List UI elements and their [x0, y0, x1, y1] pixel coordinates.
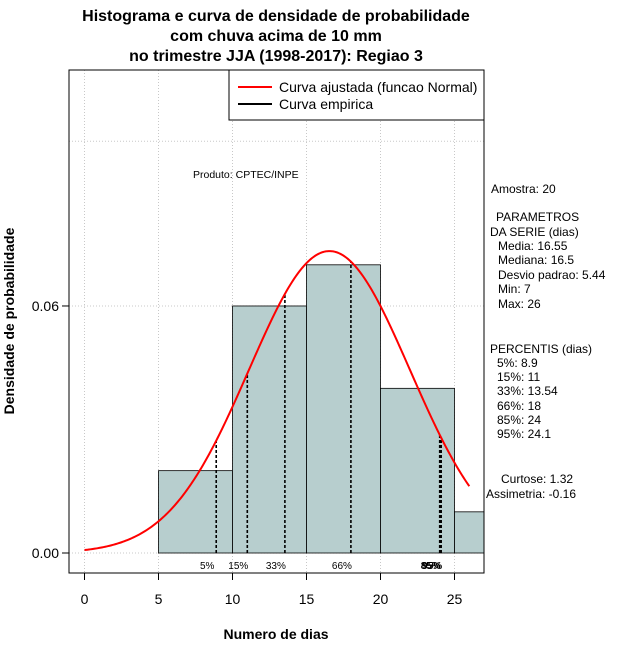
stat-amostra: Amostra: 20 [491, 182, 556, 196]
percentile-label-2: 33% [266, 561, 286, 572]
x-tick-label-2: 10 [225, 591, 241, 607]
y-tick-label-0: 0.00 [32, 545, 59, 561]
percentile-label-0: 5% [200, 561, 215, 572]
stat-p66: 66%: 18 [497, 399, 541, 413]
percentile-lines: 5% 15% 33% 66% 85%95% [200, 261, 442, 572]
legend-label-empirical: Curva empirica [279, 96, 373, 112]
y-tick-label-1: 0.06 [32, 298, 59, 314]
normal-fit-curve [84, 250, 471, 552]
percentile-label-1: 15% [228, 561, 248, 572]
x-tick-label-0: 0 [81, 591, 89, 607]
legend: Curva ajustada (funcao Normal) Curva emp… [228, 69, 485, 121]
x-tick-label-3: 15 [299, 591, 315, 607]
stat-media: Media: 16.55 [498, 239, 568, 253]
stat-p15: 15%: 11 [497, 370, 540, 384]
percentile-label-4: 85% [421, 561, 441, 572]
y-axis-label: Densidade de probabilidade [1, 227, 17, 414]
stat-assimetria: Assimetria: -0.16 [486, 487, 576, 501]
legend-label-normal: Curva ajustada (funcao Normal) [279, 79, 477, 95]
histogram-bar-4 [454, 511, 485, 554]
stat-param-title-1: PARAMETROS [496, 210, 579, 224]
x-axis-label: Numero de dias [223, 626, 328, 642]
x-tick-label-4: 20 [373, 591, 389, 607]
histogram-bar-1 [232, 305, 307, 554]
stat-param-title-2: DA SERIE (dias) [490, 225, 579, 239]
x-tick-label-5: 25 [447, 591, 463, 607]
stat-p85: 85%: 24 [497, 413, 541, 427]
y-axis: 0.00 0.06 [32, 298, 69, 561]
producer-note: Produto: CPTEC/INPE [193, 169, 299, 181]
stats-panel: Amostra: 20 PARAMETROS DA SERIE (dias) M… [486, 182, 606, 501]
x-tick-label-1: 5 [155, 591, 163, 607]
histogram-bars [158, 264, 485, 554]
stat-p5: 5%: 8.9 [497, 356, 538, 370]
chart-title-line-2: com chuva acima de 10 mm [170, 28, 382, 45]
chart-title-line-1: Histograma e curva de densidade de proba… [82, 8, 470, 25]
stat-desvio: Desvio padrao: 5.44 [498, 268, 606, 282]
chart-title-line-3: no trimestre JJA (1998-2017): Regiao 3 [129, 48, 423, 65]
percentile-label-5: 95% [422, 561, 442, 572]
histogram-bar-2 [306, 264, 381, 554]
stat-p33: 33%: 13.54 [497, 384, 558, 398]
histogram-bar-3 [380, 387, 455, 554]
percentile-label-3: 66% [332, 561, 352, 572]
stat-curtose: Curtose: 1.32 [501, 472, 573, 486]
stat-max: Max: 26 [498, 297, 541, 311]
stat-min: Min: 7 [498, 282, 531, 296]
stat-mediana: Mediana: 16.5 [498, 253, 574, 267]
legend-box [228, 69, 485, 121]
x-axis: 0 5 10 15 20 25 [81, 573, 463, 607]
histogram-bar-0 [158, 470, 233, 554]
stat-p95: 95%: 24.1 [497, 427, 551, 441]
stat-perc-title: PERCENTIS (dias) [490, 342, 592, 356]
